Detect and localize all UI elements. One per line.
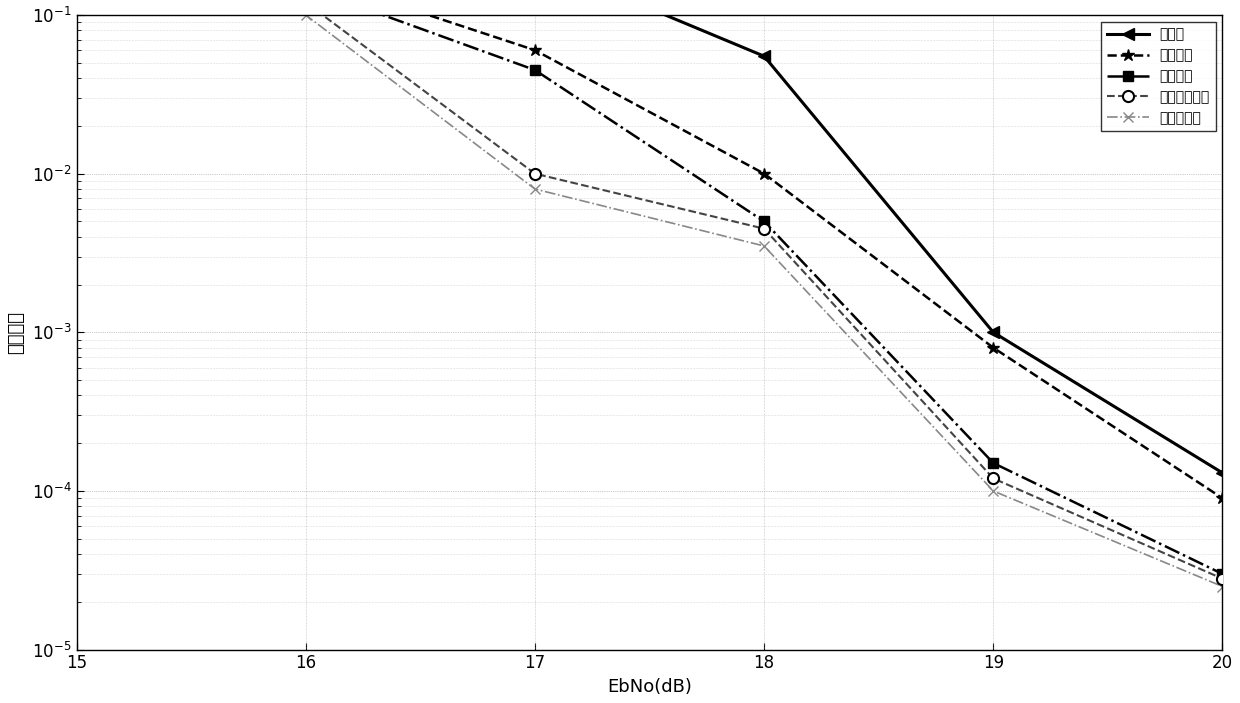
素数交织 bbox=[527, 66, 542, 75]
无交织 bbox=[1215, 469, 1230, 477]
Line: 行列交织: 行列交织 bbox=[71, 0, 1229, 505]
素数交织 bbox=[1215, 569, 1230, 578]
行列交织 bbox=[527, 46, 542, 54]
Y-axis label: 误比特率: 误比特率 bbox=[7, 311, 25, 354]
行列交织 bbox=[986, 344, 1001, 352]
Line: 伪随机交织: 伪随机交织 bbox=[72, 0, 1228, 591]
行列交织 bbox=[1215, 494, 1230, 503]
X-axis label: EbNo(dB): EbNo(dB) bbox=[608, 678, 692, 696]
伪随机交织 bbox=[986, 486, 1001, 495]
无交织 bbox=[986, 328, 1001, 337]
Line: 无交织: 无交织 bbox=[71, 0, 1228, 479]
素数交织 bbox=[986, 459, 1001, 467]
无交织 bbox=[756, 52, 771, 60]
Line: 平方素数交织: 平方素数交织 bbox=[71, 0, 1228, 584]
伪随机交织 bbox=[527, 185, 542, 193]
Legend: 无交织, 行列交织, 素数交织, 平方素数交织, 伪随机交织: 无交织, 行列交织, 素数交织, 平方素数交织, 伪随机交织 bbox=[1101, 22, 1215, 131]
伪随机交织 bbox=[1215, 582, 1230, 591]
平方素数交织 bbox=[756, 224, 771, 233]
伪随机交织 bbox=[299, 11, 314, 19]
平方素数交织 bbox=[986, 475, 1001, 483]
平方素数交织 bbox=[299, 0, 314, 6]
Line: 素数交织: 素数交织 bbox=[72, 0, 1228, 579]
素数交织 bbox=[756, 217, 771, 226]
平方素数交织 bbox=[1215, 574, 1230, 583]
平方素数交织 bbox=[527, 169, 542, 178]
伪随机交织 bbox=[756, 242, 771, 250]
行列交织 bbox=[756, 169, 771, 178]
